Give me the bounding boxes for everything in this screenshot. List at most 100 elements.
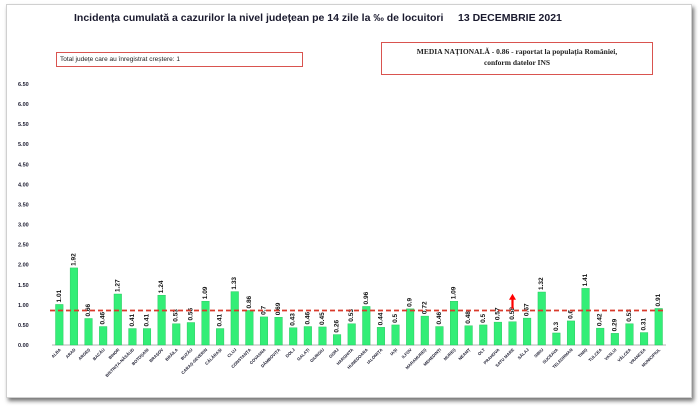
y-tick-label: 6.00 — [18, 102, 29, 108]
category-label: IALOMIȚA — [366, 347, 384, 365]
bar-value-label: 1.24 — [158, 280, 165, 293]
y-tick-label: 5.00 — [18, 142, 29, 148]
bar-value-label: 0.46 — [436, 311, 443, 324]
category-label: GIURGIU — [309, 347, 325, 363]
bar — [523, 317, 532, 346]
category-label: SĂLAJ — [517, 347, 531, 361]
bar — [479, 324, 488, 346]
bar — [508, 321, 517, 346]
category-label: SIBIU — [533, 347, 544, 358]
bar — [216, 328, 225, 346]
bar-value-label: 0.29 — [611, 318, 618, 331]
bar-value-label: 0.86 — [246, 295, 253, 308]
bar-value-label: 0.66 — [85, 303, 92, 316]
chart-date: 13 DECEMBRIE 2021 — [458, 12, 562, 24]
bar-value-label: 0.7 — [260, 305, 267, 314]
category-label: BRAȘOV — [148, 347, 164, 363]
y-tick-label: 2.00 — [18, 263, 29, 269]
category-label: DOLJ — [284, 347, 296, 359]
national-average-line2: conform datelor INS — [483, 58, 551, 67]
category-label: GORJ — [328, 347, 340, 359]
bar-value-label: 0.44 — [377, 312, 384, 325]
bar-value-label: 0.72 — [421, 301, 428, 314]
bar — [274, 317, 283, 346]
bar-value-label: 0.26 — [334, 320, 341, 333]
category-label: ILFOV — [401, 347, 413, 359]
bar-value-label: 0.3 — [553, 322, 560, 331]
bar — [347, 323, 356, 346]
bar — [581, 288, 590, 346]
bar-value-label: 1.41 — [582, 273, 589, 286]
category-label: ARAD — [65, 347, 77, 359]
bar — [201, 301, 210, 346]
bar-value-label: 0.45 — [319, 312, 326, 325]
bar-value-label: 0.69 — [275, 302, 282, 315]
bar-value-label: 0.9 — [407, 297, 414, 306]
bar — [376, 327, 385, 346]
bar-value-label: 0.43 — [290, 313, 297, 326]
bar-value-label: 0.41 — [217, 314, 224, 327]
bar-value-label: 1.27 — [114, 279, 121, 292]
bar — [464, 325, 473, 346]
bar — [303, 326, 312, 346]
y-tick-label: 4.50 — [18, 162, 29, 168]
increase-count-box: Total județe care au înregistrat creșter… — [56, 52, 303, 67]
bar — [143, 328, 152, 346]
bar — [186, 322, 195, 346]
bar-value-label: 0.46 — [100, 311, 107, 324]
increase-arrow-icon — [509, 293, 516, 300]
category-label: CLUJ — [226, 347, 238, 359]
bar-value-label: 1.09 — [202, 286, 209, 299]
chart-title: Incidența cumulată a cazurilor la nivel … — [74, 12, 444, 24]
bar — [289, 327, 298, 346]
category-label: ARGEȘ — [77, 347, 91, 361]
category-label: BRĂILA — [164, 347, 179, 362]
bar-value-label: 0.41 — [144, 314, 151, 327]
category-label: MUREȘ — [443, 347, 457, 361]
bar-value-label: 0.96 — [363, 291, 370, 304]
bar — [128, 328, 137, 346]
y-tick-label: 1.50 — [18, 283, 29, 289]
bar — [596, 327, 605, 346]
bar-value-label: 0.31 — [641, 318, 648, 331]
y-tick-label: 0.00 — [18, 343, 29, 349]
bar — [230, 291, 239, 346]
bar-value-label: 0.56 — [187, 307, 194, 320]
bar — [610, 333, 619, 346]
bar-value-label: 0.6 — [567, 309, 574, 318]
bar-value-label: 0.48 — [465, 311, 472, 324]
category-label: NEAMȚ — [457, 347, 471, 361]
bar — [406, 308, 415, 346]
bar — [625, 323, 634, 346]
bar — [435, 326, 444, 346]
bar — [493, 321, 502, 346]
bar — [362, 306, 371, 346]
bar-value-label: 0.5 — [392, 314, 399, 323]
y-tick-label: 5.50 — [18, 122, 29, 128]
category-label: IAȘI — [389, 347, 398, 356]
y-tick-label: 0.50 — [18, 323, 29, 329]
bar — [537, 291, 546, 346]
bar — [84, 318, 93, 346]
bar-value-label: 0.42 — [597, 313, 604, 326]
bar — [552, 332, 561, 346]
category-label: TIMIȘ — [577, 347, 589, 359]
category-label: BACĂU — [92, 347, 106, 361]
bar — [245, 310, 254, 346]
national-average-box: MEDIA NAȚIONALĂ - 0.86 - raportat la pop… — [381, 42, 653, 75]
bar-value-label: 0.53 — [173, 309, 180, 322]
bar-value-label: 1.92 — [70, 253, 77, 266]
bar — [55, 304, 64, 346]
bar — [259, 316, 268, 346]
bar-value-label: 0.53 — [626, 309, 633, 322]
bar — [318, 326, 327, 346]
bar — [172, 323, 181, 346]
category-label: TULCEA — [587, 347, 603, 363]
bar-value-label: 1.32 — [538, 277, 545, 290]
category-label: OLT — [477, 347, 487, 357]
bar-value-label: 1.33 — [231, 277, 238, 290]
bar — [420, 315, 429, 346]
bar — [391, 324, 400, 346]
bar — [113, 293, 122, 346]
